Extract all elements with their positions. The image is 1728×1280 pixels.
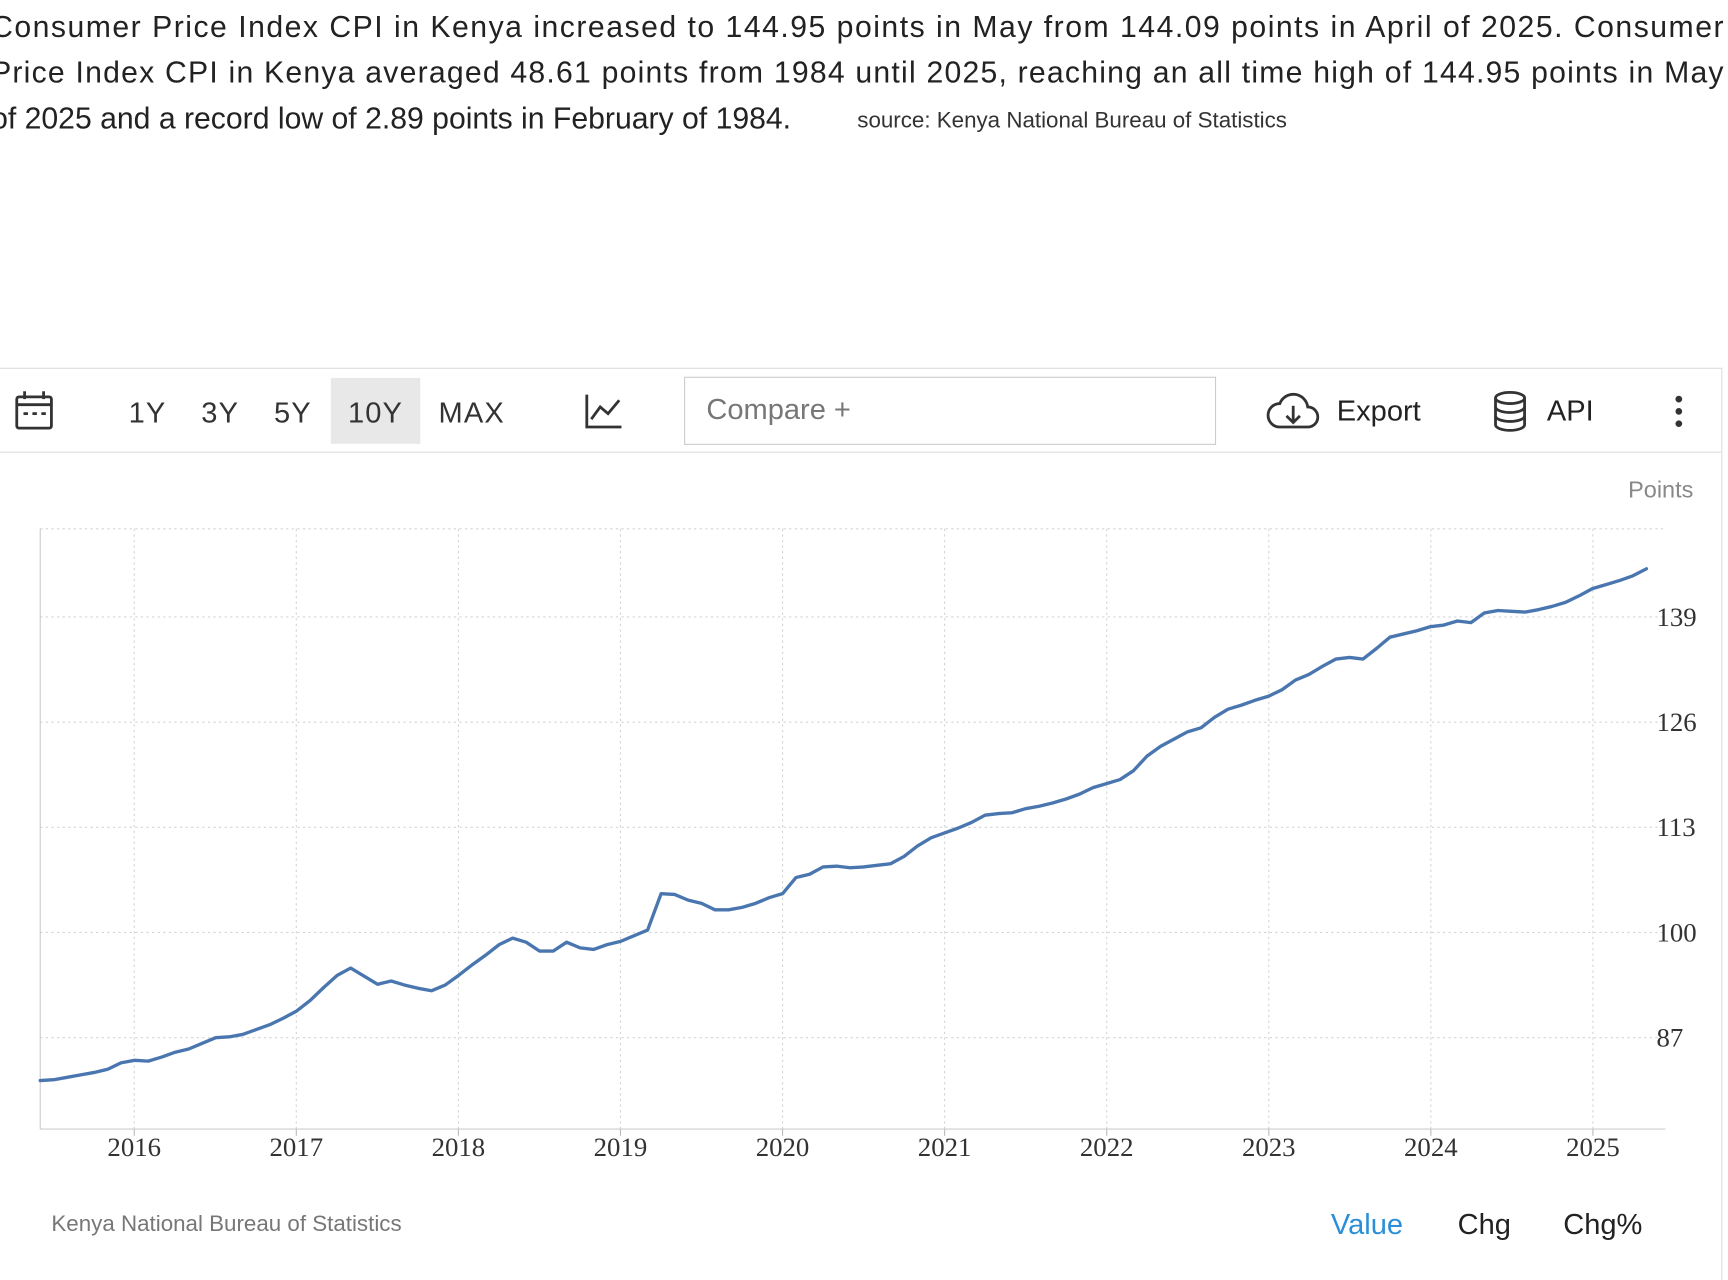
- paragraph-line: Consumer Price Index CPI in Kenya increa…: [0, 11, 1724, 44]
- y-unit-label: Points: [1628, 476, 1693, 502]
- x-tick-label: 2022: [1080, 1132, 1134, 1162]
- y-tick-label: 113: [1656, 812, 1695, 842]
- x-tick-label: 2018: [432, 1132, 486, 1162]
- x-tick-label: 2020: [756, 1132, 810, 1162]
- x-tick-label: 2021: [918, 1132, 972, 1162]
- plot: 87 100 113 126 139 2016 2017 2018 2019 2020 2021 20…: [38, 528, 1697, 1162]
- x-tick-label: 2017: [270, 1132, 324, 1162]
- data-line: [38, 567, 1649, 1083]
- api-button[interactable]: API: [1547, 395, 1594, 427]
- api-icon[interactable]: [1494, 390, 1526, 432]
- range-button[interactable]: 5Y: [274, 398, 312, 430]
- x-tick-label: 2025: [1566, 1132, 1620, 1162]
- y-tick-label: 100: [1656, 917, 1696, 947]
- paragraph-line: of 2025 and a record low of 2.89 points …: [0, 103, 791, 136]
- x-tick-label: 2019: [594, 1132, 648, 1162]
- y-tick-label: 87: [1656, 1023, 1683, 1053]
- calendar-icon[interactable]: [15, 391, 53, 430]
- source-note: source: Kenya National Bureau of Statist…: [857, 107, 1287, 132]
- chart-source: Kenya National Bureau of Statistics: [51, 1211, 401, 1236]
- export-icon[interactable]: [1266, 392, 1320, 429]
- chg-tab[interactable]: Chg: [1458, 1209, 1511, 1241]
- compare-placeholder: Compare +: [706, 394, 850, 426]
- value-tab[interactable]: Value: [1331, 1209, 1403, 1241]
- paragraph-line: Price Index CPI in Kenya averaged 48.61 …: [0, 57, 1724, 90]
- range-button[interactable]: 10Y: [348, 398, 403, 430]
- export-button[interactable]: Export: [1337, 395, 1421, 427]
- x-tick-label: 2024: [1404, 1132, 1458, 1162]
- chg-pct-tab[interactable]: Chg%: [1563, 1209, 1642, 1241]
- chart-type-icon[interactable]: [585, 394, 622, 429]
- range-button[interactable]: 1Y: [129, 398, 167, 430]
- x-tick-label: 2023: [1242, 1132, 1296, 1162]
- more-menu[interactable]: [1675, 395, 1683, 428]
- x-tick-label: 2016: [107, 1132, 161, 1162]
- y-tick-label: 139: [1656, 602, 1696, 632]
- y-tick-label: 126: [1656, 707, 1696, 737]
- range-button[interactable]: MAX: [439, 398, 505, 430]
- range-active-bg: [330, 377, 421, 444]
- compare-input[interactable]: [684, 376, 1217, 445]
- range-button[interactable]: 3Y: [201, 398, 239, 430]
